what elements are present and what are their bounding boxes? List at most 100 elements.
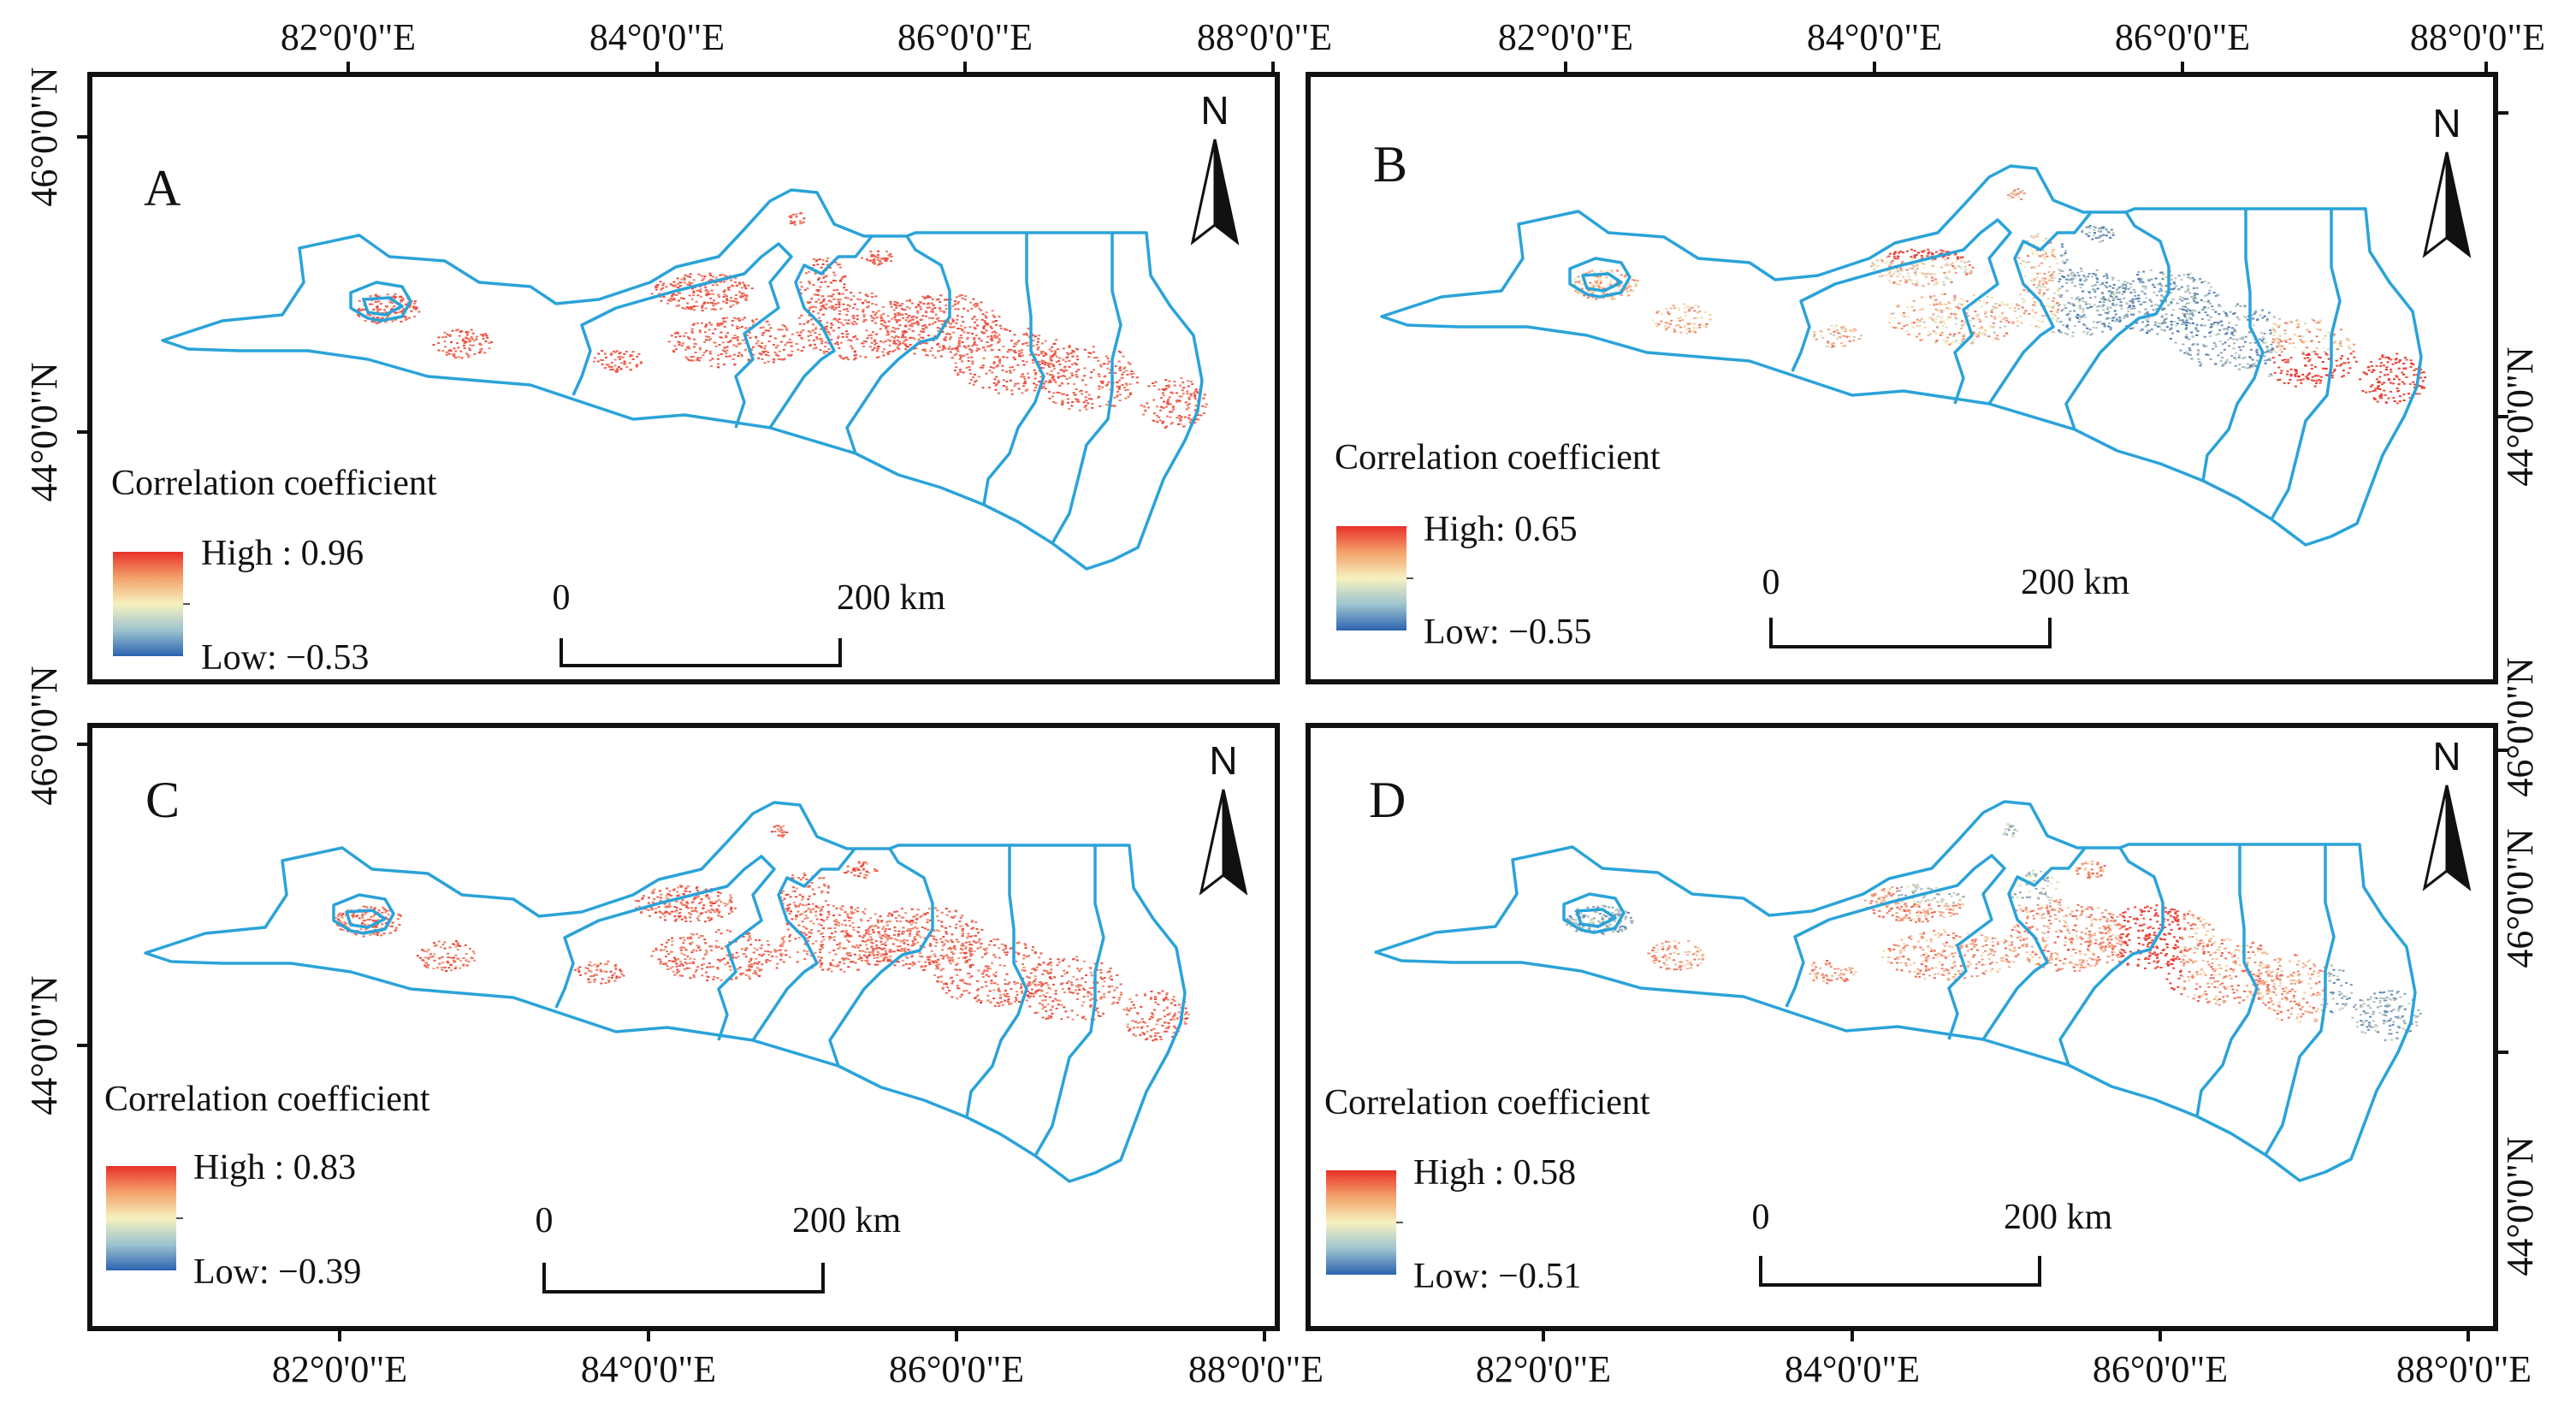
correlation-pixel [933,321,937,323]
correlation-pixel [774,346,778,349]
correlation-pixel [2312,319,2316,322]
correlation-pixel [916,323,920,326]
correlation-pixel [2339,358,2342,360]
correlation-pixel [1947,271,1951,274]
correlation-pixel [855,323,858,325]
correlation-pixel [2113,310,2117,312]
correlation-pixel [2304,364,2307,366]
correlation-pixel [2101,305,2104,308]
correlation-pixel [997,364,999,367]
correlation-pixel [2212,347,2214,350]
correlation-pixel [1695,327,1698,329]
correlation-pixel [1125,384,1128,387]
correlation-pixel [955,352,958,355]
correlation-pixel [981,366,985,369]
correlation-pixel [2289,357,2293,359]
correlation-pixel [1179,419,1182,422]
correlation-pixel [2163,307,2166,310]
correlation-pixel [1608,280,1612,282]
correlation-pixel [2414,368,2418,370]
correlation-pixel [873,339,877,341]
correlation-pixel [1842,325,1845,328]
correlation-pixel [723,289,726,292]
correlation-pixel [791,350,794,352]
correlation-pixel [828,306,832,309]
correlation-pixel [973,373,976,376]
correlation-pixel [1039,376,1043,378]
correlation-pixel [949,334,951,335]
correlation-pixel [968,326,972,329]
correlation-pixel [2038,255,2041,258]
correlation-pixel [1152,419,1155,422]
correlation-pixel [2277,341,2280,344]
correlation-pixel [1161,392,1164,394]
correlation-pixel [2255,359,2259,362]
correlation-pixel [735,302,738,305]
correlation-pixel [761,334,764,336]
correlation-pixel [2366,373,2368,376]
correlation-pixel [798,220,802,222]
correlation-pixel [361,914,364,916]
correlation-pixel [2044,250,2047,252]
correlation-pixel [2137,294,2141,297]
correlation-pixel [961,297,964,299]
correlation-pixel [2067,275,2070,277]
correlation-pixel [2132,288,2135,291]
correlation-pixel [2027,290,2030,293]
correlation-pixel [1187,406,1190,409]
correlation-pixel [1850,328,1853,330]
correlation-pixel [666,911,669,914]
correlation-pixel [339,928,342,931]
correlation-pixel [2191,276,2194,279]
correlation-pixel [1829,332,1833,334]
correlation-pixel [1060,375,1063,377]
correlation-pixel [677,292,680,294]
correlation-pixel [346,909,350,911]
correlation-pixel [997,356,999,358]
correlation-pixel [939,301,942,304]
correlation-pixel [2319,376,2323,378]
correlation-pixel [2413,374,2416,376]
correlation-pixel [991,310,994,312]
correlation-pixel [2123,288,2127,291]
correlation-pixel [1172,408,1175,411]
correlation-pixel [813,293,816,296]
correlation-pixel [1075,370,1078,373]
correlation-pixel [2063,276,2066,278]
correlation-pixel [841,333,844,334]
correlation-pixel [723,350,726,352]
panel-c-correlation-pixels [335,825,1190,1042]
correlation-pixel [1875,259,1879,262]
correlation-pixel [1932,319,1935,322]
correlation-pixel [904,319,908,322]
correlation-pixel [1578,291,1582,293]
correlation-pixel [909,344,912,346]
correlation-pixel [1165,425,1169,428]
correlation-pixel [2060,243,2064,246]
correlation-pixel [623,363,626,365]
correlation-pixel [1909,279,1912,281]
correlation-pixel [967,357,970,359]
correlation-pixel [337,918,341,921]
correlation-pixel [1844,329,1847,331]
correlation-pixel [445,970,448,972]
correlation-pixel [2217,354,2220,357]
correlation-pixel [2395,358,2398,360]
correlation-pixel [937,298,940,300]
correlation-pixel [2419,376,2422,379]
correlation-pixel [664,905,667,908]
correlation-pixel [2264,341,2267,344]
correlation-pixel [374,293,377,296]
correlation-pixel [761,358,764,360]
correlation-pixel [380,934,383,937]
correlation-pixel [2021,260,2024,263]
correlation-pixel [2172,320,2176,323]
correlation-pixel [2189,317,2193,320]
correlation-pixel [1586,290,1590,293]
correlation-pixel [2065,314,2069,316]
correlation-pixel [2065,326,2069,328]
correlation-pixel [1033,377,1037,380]
correlation-pixel [1592,271,1596,274]
correlation-pixel [443,966,447,968]
correlation-pixel [737,301,740,304]
